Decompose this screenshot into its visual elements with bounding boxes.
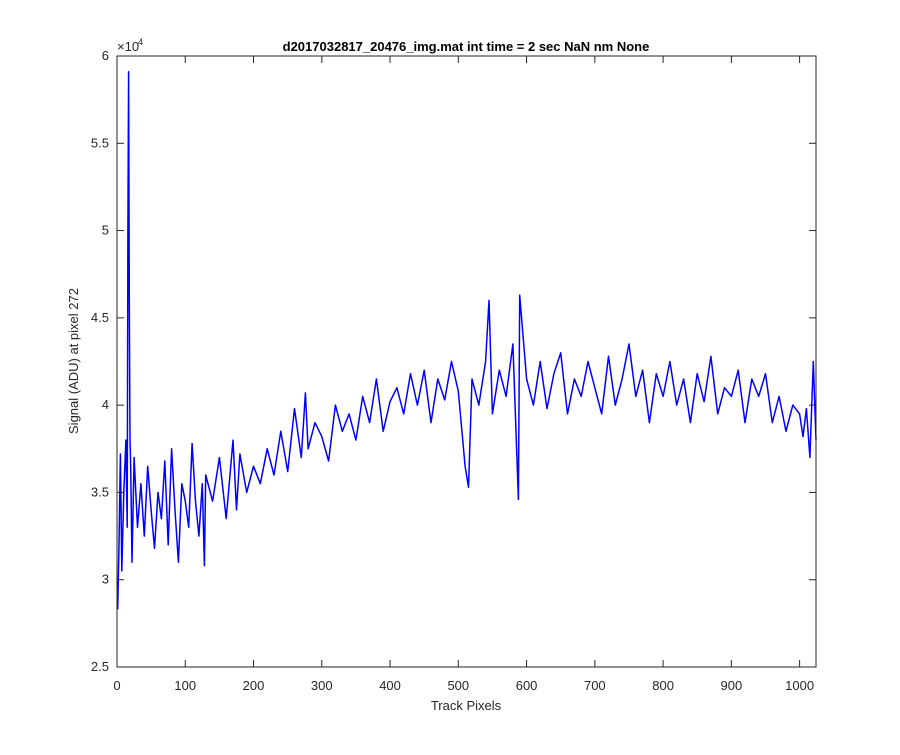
y-tick-label: 5.5 [91, 135, 109, 150]
chart-title: d2017032817_20476_img.mat int time = 2 s… [283, 39, 650, 54]
y-tick-label: 3.5 [91, 484, 109, 499]
x-tick-label: 500 [447, 678, 469, 693]
x-tick-label: 1000 [785, 678, 814, 693]
x-axis-label: Track Pixels [431, 698, 502, 713]
x-tick-label: 0 [113, 678, 120, 693]
y-tick-label: 2.5 [91, 659, 109, 674]
x-tick-label: 200 [243, 678, 265, 693]
y-tick-label: 3 [102, 572, 109, 587]
plot-area-background [117, 56, 816, 667]
x-tick-label: 300 [311, 678, 333, 693]
x-tick-label: 900 [721, 678, 743, 693]
plot-area-frame [116, 55, 817, 668]
series-layer [116, 70, 817, 610]
x-axis: 0 100 200 300 400 500 600 700 800 900 1000 [113, 56, 814, 693]
y-axis-label: Signal (ADU) at pixel 272 [66, 288, 81, 434]
y-exponent-power: 4 [138, 37, 143, 47]
y-exponent-label: ×10 4 [117, 37, 143, 54]
x-tick-label: 400 [379, 678, 401, 693]
x-tick-label: 100 [174, 678, 196, 693]
y-tick-label: 4 [102, 397, 109, 412]
x-tick-label: 700 [584, 678, 606, 693]
y-tick-label: 5 [102, 223, 109, 238]
y-exponent-base: ×10 [117, 39, 139, 54]
y-axis: 2.5 3 3.5 4 4.5 5 5.5 6 [91, 48, 816, 674]
y-tick-label: 4.5 [91, 310, 109, 325]
series-line-0 [116, 70, 817, 610]
y-tick-label: 6 [102, 48, 109, 63]
x-tick-label: 600 [516, 678, 538, 693]
x-tick-label: 800 [652, 678, 674, 693]
